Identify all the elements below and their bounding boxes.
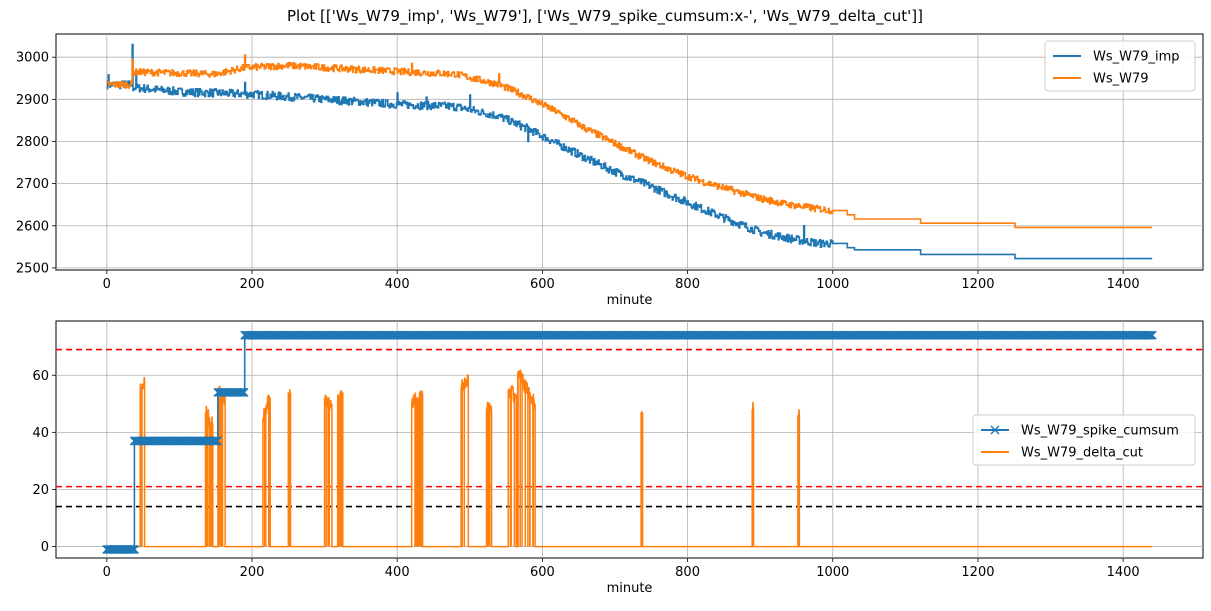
- x-tick-label: 800: [675, 277, 700, 292]
- y-tick-label: 20: [32, 483, 49, 498]
- y-tick-label: 0: [41, 540, 49, 555]
- x-marker: [239, 387, 249, 397]
- top-chart-frame: [55, 33, 1204, 271]
- x-tick-label: 400: [385, 565, 410, 580]
- x-marker: [126, 544, 137, 554]
- top-chart-legend: Ws_W79_imp Ws_W79: [1044, 40, 1196, 92]
- x-tick-label: 800: [675, 565, 700, 580]
- top-chart-series: [106, 43, 1153, 260]
- y-tick-label: 2700: [16, 177, 49, 192]
- bottom-chart-frame: [55, 320, 1204, 559]
- x-marker: [211, 436, 221, 446]
- top-chart: 0 200 400 600 800 1000 1200 1400 2500 2600 2700 280…: [16, 33, 1204, 308]
- bottom-chart-x-label: minute: [607, 581, 653, 596]
- y-tick-label: 40: [32, 426, 49, 441]
- x-marker: [1147, 330, 1157, 340]
- x-tick-label: 0: [103, 277, 111, 292]
- x-tick-label: 600: [530, 277, 555, 292]
- x-tick-label: 1400: [1107, 565, 1140, 580]
- x-tick-label: 1000: [816, 565, 849, 580]
- series-line-ws-w79-spike-cumsum: [106, 334, 1153, 551]
- legend-label-ws-w79-delta-cut: Ws_W79_delta_cut: [1021, 446, 1143, 461]
- top-chart-ticks: 0 200 400 600 800 1000 1200 1400 2500 2600 2700 280…: [16, 51, 1140, 292]
- x-tick-label: 1200: [961, 277, 994, 292]
- cumsum-markers: [102, 330, 1157, 554]
- figure-title: Plot [['Ws_W79_imp', 'Ws_W79'], ['Ws_W79…: [287, 7, 923, 26]
- x-marker: [209, 436, 219, 446]
- bottom-chart-legend-box: [972, 414, 1196, 466]
- bottom-chart-series: [102, 330, 1157, 554]
- x-tick-label: 600: [530, 565, 555, 580]
- series-line-ws-w79: [106, 54, 1153, 229]
- top-chart-legend-box: [1044, 40, 1196, 92]
- y-tick-label: 2500: [16, 261, 49, 276]
- x-marker: [212, 436, 222, 446]
- bottom-chart-ticks: 0 200 400 600 800 1000 1200 1400 0 20 40 60: [32, 369, 1139, 580]
- x-marker: [238, 387, 248, 397]
- bottom-chart-threshold-lines: [56, 348, 1203, 508]
- x-tick-label: 200: [240, 565, 265, 580]
- legend-label-ws-w79-spike-cumsum: Ws_W79_spike_cumsum: [1021, 424, 1179, 439]
- y-tick-label: 2800: [16, 135, 49, 150]
- x-tick-label: 400: [385, 277, 410, 292]
- x-marker: [1146, 330, 1156, 340]
- bottom-chart-legend: Ws_W79_spike_cumsum Ws_W79_delta_cut: [972, 414, 1196, 466]
- x-tick-label: 0: [103, 565, 111, 580]
- y-tick-label: 2900: [16, 93, 49, 108]
- x-tick-label: 1000: [816, 277, 849, 292]
- x-marker: [129, 544, 139, 554]
- y-tick-label: 2600: [16, 219, 49, 234]
- x-tick-label: 200: [240, 277, 265, 292]
- top-chart-grid: [56, 34, 1203, 270]
- legend-label-ws-w79-imp: Ws_W79_imp: [1093, 50, 1180, 65]
- top-chart-x-label: minute: [607, 293, 653, 308]
- x-marker: [236, 387, 246, 397]
- y-tick-label: 3000: [16, 51, 49, 66]
- series-line-ws-w79-imp: [106, 43, 1153, 260]
- x-marker: [128, 544, 138, 554]
- y-tick-label: 60: [32, 369, 49, 384]
- legend-x-marker: [990, 425, 1000, 435]
- x-marker: [1144, 330, 1154, 340]
- legend-marker-x-icon: [990, 425, 1000, 435]
- legend-label-ws-w79: Ws_W79: [1093, 72, 1149, 87]
- x-tick-label: 1200: [961, 565, 994, 580]
- x-tick-label: 1400: [1107, 277, 1140, 292]
